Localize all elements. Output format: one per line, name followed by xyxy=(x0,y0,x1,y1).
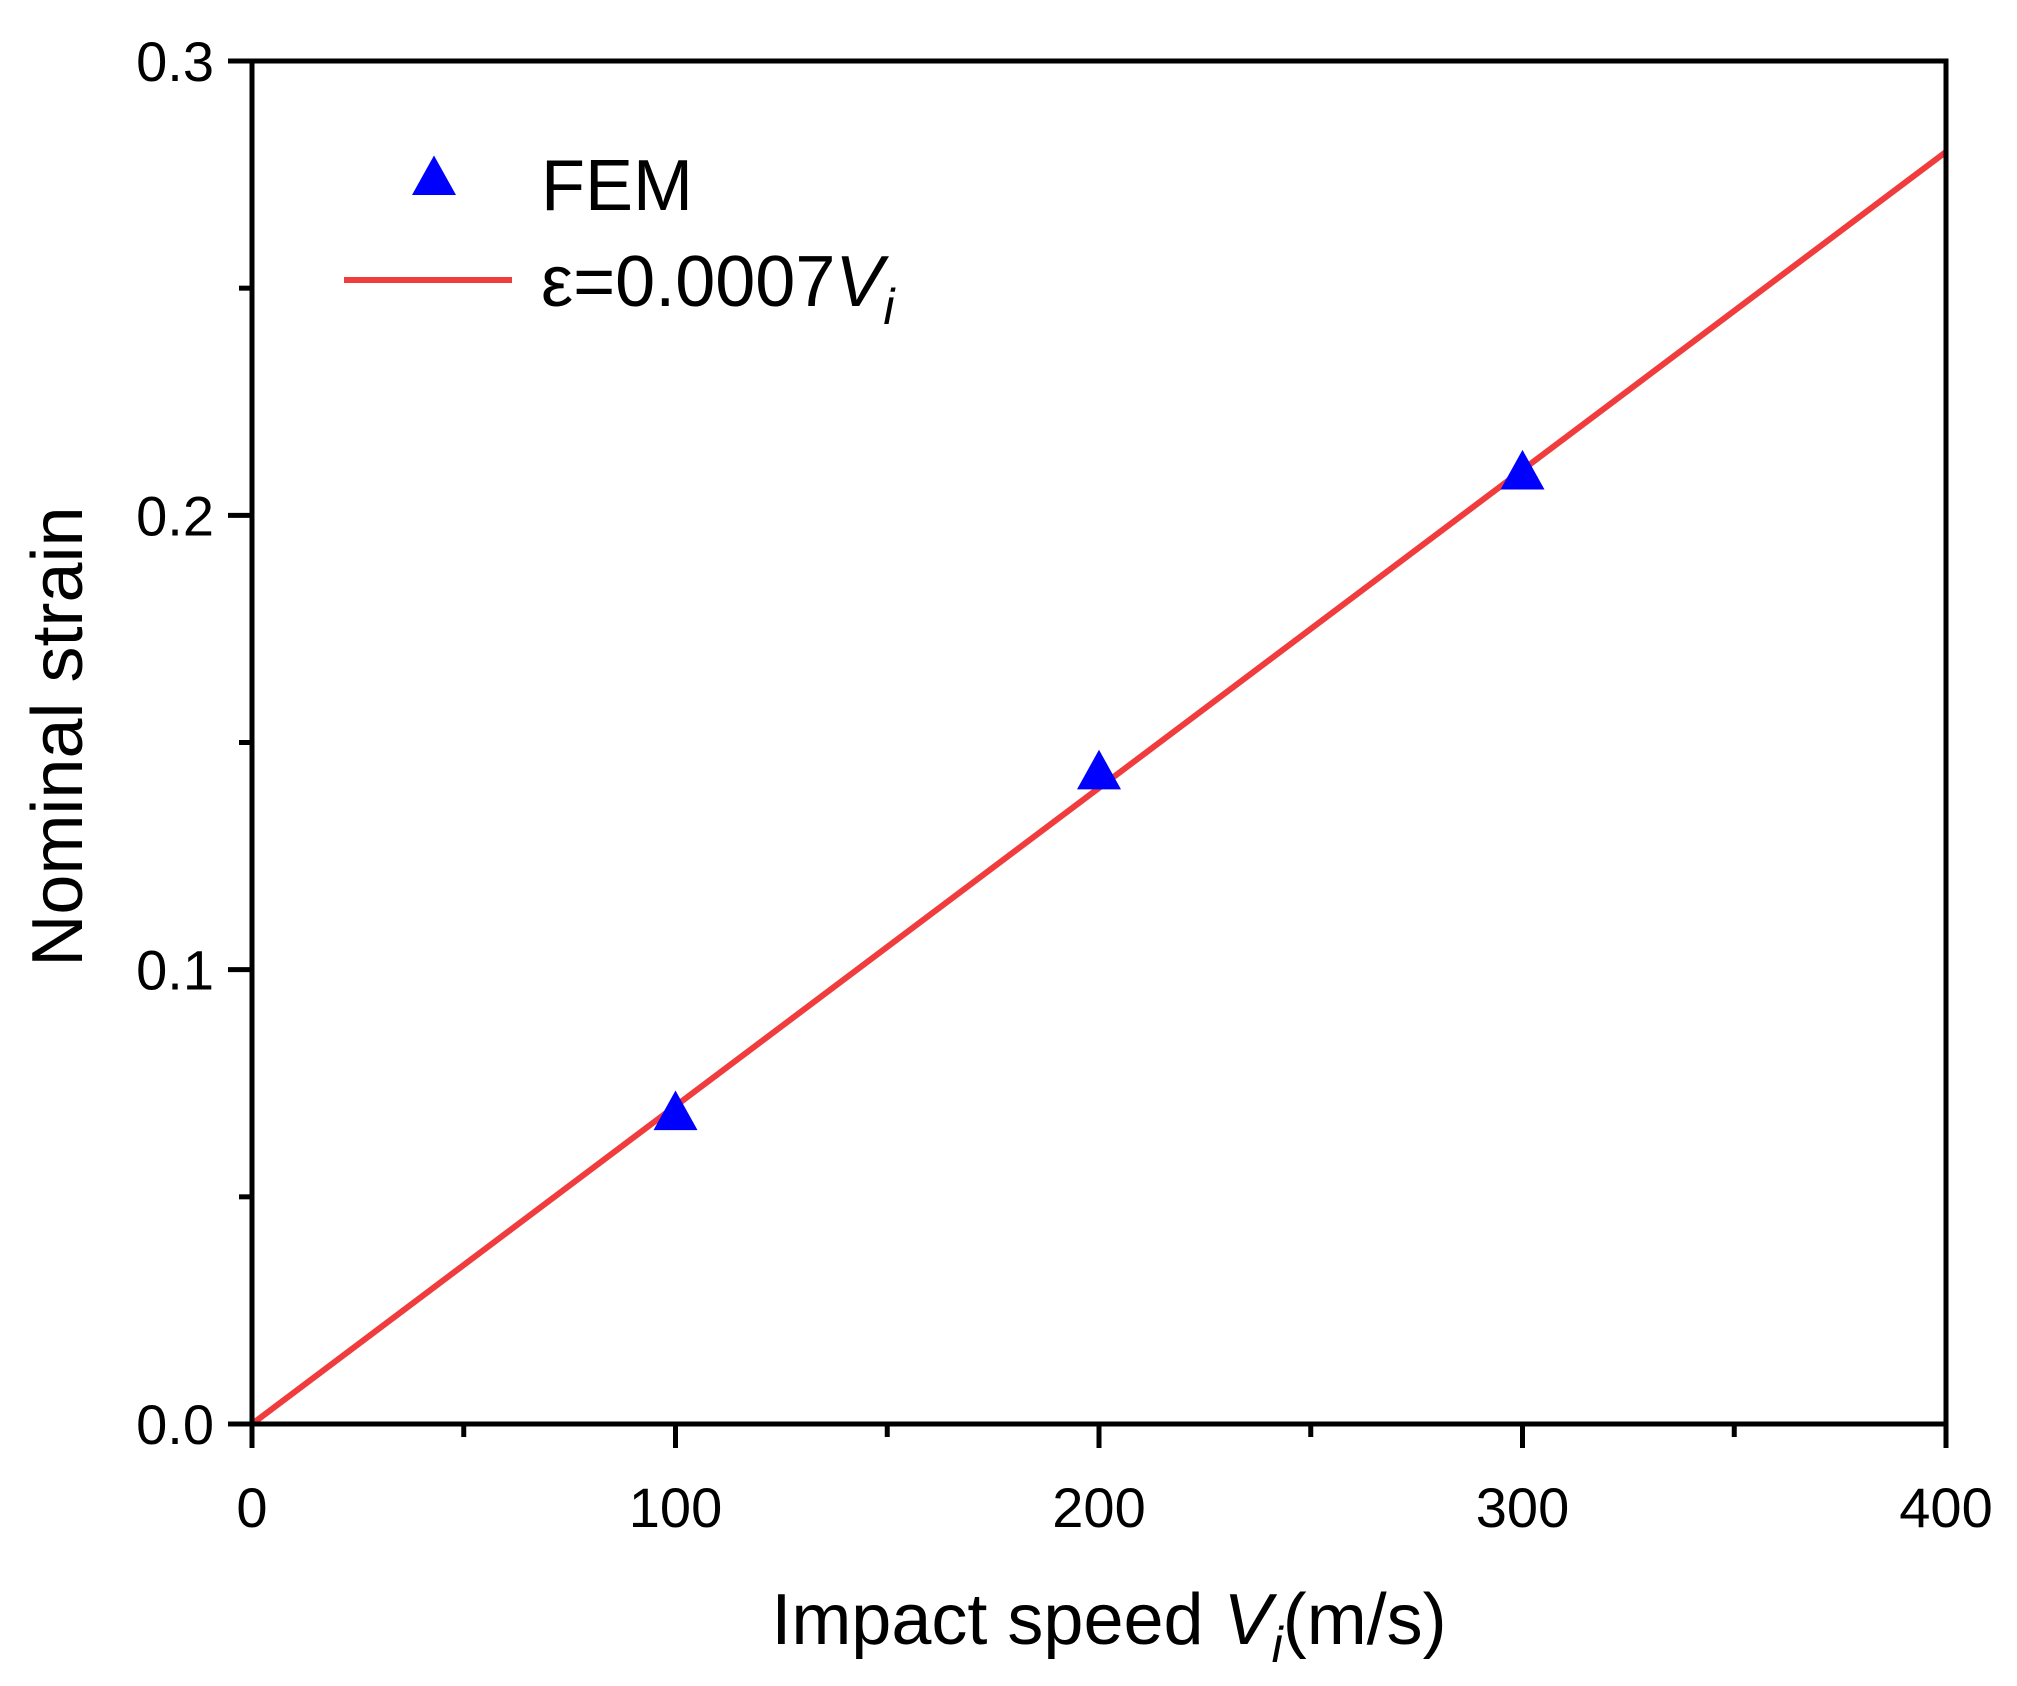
legend: FEM ε=0.0007Vi xyxy=(344,146,896,335)
y-tick-label: 0.3 xyxy=(136,30,214,93)
legend-fem-marker xyxy=(412,155,456,196)
y-tick-label: 0.2 xyxy=(136,484,214,547)
legend-fit-line-sub: i xyxy=(883,279,896,335)
legend-fem-label: FEM xyxy=(541,146,693,226)
x-tick-label: 200 xyxy=(1052,1476,1145,1539)
legend-fit-line-var: V xyxy=(835,242,889,322)
legend-fit-line-prefix: ε=0.0007 xyxy=(541,242,835,322)
x-axis-title-prefix: Impact speed xyxy=(771,1580,1223,1660)
y-tick-label: 0.0 xyxy=(136,1393,214,1456)
x-tick-label: 400 xyxy=(1899,1476,1992,1539)
fem-data-point xyxy=(1500,449,1545,490)
x-axis-title-var: V xyxy=(1224,1580,1278,1660)
x-tick-label: 300 xyxy=(1476,1476,1569,1539)
x-axis-title-suffix: (m/s) xyxy=(1283,1580,1447,1660)
fem-marker-layer xyxy=(653,449,1545,1131)
x-tick-label: 0 xyxy=(236,1476,267,1539)
legend-fit-line-label: ε=0.0007Vi xyxy=(541,242,896,335)
y-tick-label: 0.1 xyxy=(136,939,214,1002)
x-tick-label: 100 xyxy=(629,1476,722,1539)
fem-data-point xyxy=(653,1090,698,1131)
ticks-layer: 0 100 200 300 400 0.0 0.1 0.2 0.3 xyxy=(136,30,1993,1539)
x-axis-title: Impact speed Vi(m/s) xyxy=(771,1580,1446,1673)
x-axis-title-sub: i xyxy=(1272,1617,1285,1673)
fem-data-point xyxy=(1077,749,1121,790)
plot-frame xyxy=(249,58,1949,1427)
y-axis-title: Nominal strain xyxy=(18,506,98,966)
